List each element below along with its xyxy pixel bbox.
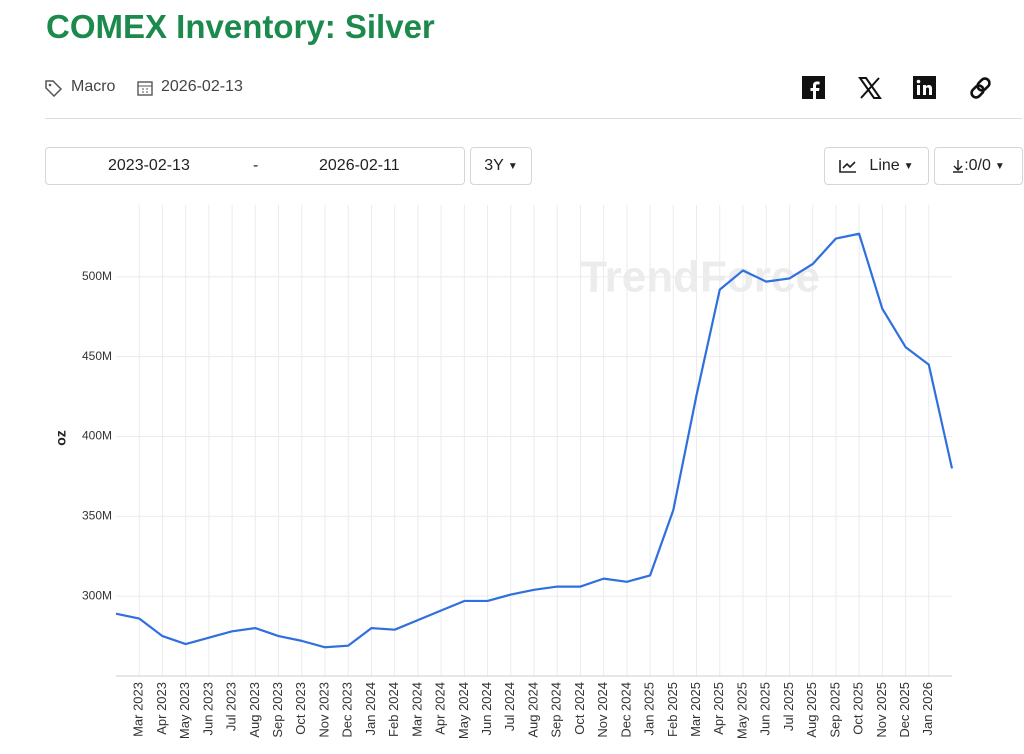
- x-tick-label: Oct 2023: [293, 682, 308, 735]
- x-tick-label: Jan 2025: [642, 682, 657, 736]
- tag-icon: [45, 80, 63, 97]
- download-icon: [953, 160, 964, 173]
- x-tick-label: Jan 2026: [920, 682, 935, 736]
- x-tick-label: Apr 2024: [433, 682, 448, 735]
- download-dropdown[interactable]: :0/0 ▼: [934, 147, 1023, 185]
- y-tick-label: 300M: [82, 588, 112, 602]
- x-tick-label: Oct 2024: [572, 682, 587, 735]
- x-tick-label: Mar 2023: [131, 682, 146, 737]
- x-tick-label: Oct 2025: [851, 682, 866, 735]
- x-tick-label: Jul 2025: [781, 682, 796, 731]
- x-tick-label: Dec 2023: [340, 682, 355, 738]
- end-date[interactable]: 2026-02-11: [319, 157, 400, 174]
- tag[interactable]: Macro: [71, 78, 116, 95]
- linkedin-share[interactable]: [913, 76, 937, 100]
- x-tick-label: May 2024: [456, 682, 471, 739]
- x-tick-label: Jul 2024: [502, 682, 517, 731]
- chart-type-dropdown[interactable]: Line ▼: [824, 147, 929, 185]
- x-tick-label: May 2023: [177, 682, 192, 739]
- x-tick-label: Jun 2024: [479, 682, 494, 736]
- caret: ▼: [507, 160, 518, 172]
- x-tick-label: Mar 2025: [688, 682, 703, 737]
- y-axis-title: oz: [53, 430, 69, 446]
- x-tick-label: Dec 2024: [618, 682, 633, 738]
- copy-link[interactable]: [968, 76, 994, 102]
- divider: [45, 118, 1022, 119]
- x-tick-label: Nov 2024: [595, 682, 610, 738]
- caret: ▼: [994, 160, 1005, 172]
- x-tick-label: Aug 2025: [804, 682, 819, 738]
- page-title: COMEX Inventory: Silver: [46, 8, 435, 45]
- x-tick-label: Feb 2024: [386, 682, 401, 737]
- x-share[interactable]: [858, 77, 882, 99]
- x-tick-label: Sep 2023: [270, 682, 285, 738]
- x-tick-label: Dec 2025: [897, 682, 912, 738]
- chart-type-label: Line: [869, 157, 900, 174]
- facebook-share[interactable]: [801, 76, 827, 100]
- line-icon: [839, 160, 857, 173]
- x-tick-label: Apr 2025: [711, 682, 726, 735]
- range-dropdown[interactable]: 3Y ▼: [470, 147, 532, 185]
- x-tick-label: Mar 2024: [409, 682, 424, 737]
- start-date[interactable]: 2023-02-13: [108, 157, 190, 174]
- x-tick-label: Sep 2024: [549, 682, 564, 738]
- y-tick-label: 400M: [82, 429, 112, 443]
- caret: ▼: [903, 160, 914, 172]
- x-tick-label: Aug 2023: [247, 682, 262, 738]
- x-tick-label: Sep 2025: [827, 682, 842, 738]
- x-tick-label: Feb 2025: [665, 682, 680, 737]
- x-tick-label: Jul 2023: [224, 682, 239, 731]
- range-label: 3Y: [484, 157, 504, 174]
- publish-date: 2026-02-13: [161, 78, 243, 95]
- x-tick-label: Aug 2024: [525, 682, 540, 738]
- y-tick-label: 450M: [82, 349, 112, 363]
- calendar-icon: [137, 81, 153, 96]
- x-tick-label: Nov 2025: [874, 682, 889, 738]
- x-tick-label: Nov 2023: [316, 682, 331, 738]
- y-tick-label: 500M: [82, 269, 112, 283]
- data-line: [115, 232, 954, 649]
- range-separator: -: [253, 157, 259, 174]
- download-label: :0/0: [964, 157, 991, 174]
- x-tick-label: Jun 2025: [758, 682, 773, 736]
- x-tick-label: May 2025: [734, 682, 749, 739]
- date-range[interactable]: 2023-02-13 - 2026-02-11: [45, 147, 465, 185]
- x-tick-label: Jun 2023: [200, 682, 215, 736]
- x-tick-label: Apr 2023: [154, 682, 169, 735]
- y-tick-label: 350M: [82, 509, 112, 523]
- x-tick-label: Jan 2024: [363, 682, 378, 736]
